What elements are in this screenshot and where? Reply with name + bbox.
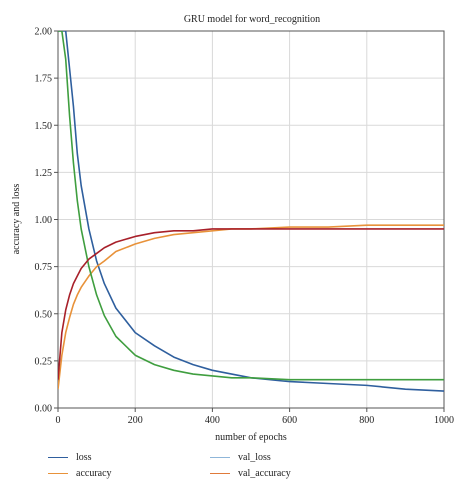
x-tick-label: 0: [56, 415, 61, 426]
legend-item-accuracy: accuracy: [48, 468, 112, 479]
y-tick-label: 1.50: [35, 121, 53, 132]
x-tick-label: 400: [205, 415, 220, 426]
series-line-loss: [58, 31, 444, 392]
x-tick-label: 1000: [434, 415, 454, 426]
legend-swatch-loss: [48, 457, 68, 458]
legend-swatch-accuracy: [48, 473, 68, 474]
x-tick-label: 600: [282, 415, 297, 426]
y-tick-label: 0.50: [35, 309, 53, 320]
y-axis-ticks: 0.00 0.25 0.50 0.75 1.00 1.25 1.50 1.75 2.00: [35, 27, 58, 415]
x-axis-ticks: 0 200 400 600 800 1000: [56, 408, 454, 426]
series-line-accuracy: [58, 224, 444, 390]
legend-label-loss: loss: [76, 452, 92, 463]
chart-title: GRU model for word_recognition: [184, 14, 320, 25]
y-tick-label: 1.00: [35, 215, 53, 226]
legend: loss val_loss accuracy val_accuracy: [48, 452, 448, 492]
x-axis-label: number of epochs: [215, 432, 287, 443]
legend-label-val-accuracy: val_accuracy: [238, 468, 291, 479]
legend-item-val-accuracy: val_accuracy: [210, 468, 291, 479]
grid: [57, 30, 445, 409]
series-line-val-accuracy: [58, 228, 444, 380]
x-tick-label: 200: [128, 415, 143, 426]
series-lines: [58, 31, 444, 392]
y-tick-label: 1.25: [35, 168, 53, 179]
legend-swatch-val-loss: [210, 457, 230, 458]
y-tick-label: 0.25: [35, 356, 53, 367]
y-tick-label: 0.75: [35, 262, 53, 273]
legend-label-accuracy: accuracy: [76, 468, 112, 479]
legend-swatch-val-accuracy: [210, 473, 230, 474]
y-tick-label: 1.75: [35, 74, 53, 85]
legend-item-val-loss: val_loss: [210, 452, 271, 463]
x-tick-label: 800: [359, 415, 374, 426]
legend-label-val-loss: val_loss: [238, 452, 271, 463]
y-tick-label: 0.00: [35, 404, 53, 415]
series-line-val-loss: [58, 31, 444, 381]
y-axis-label: accuracy and loss: [11, 184, 22, 255]
legend-item-loss: loss: [48, 452, 92, 463]
y-tick-label: 2.00: [35, 27, 53, 38]
